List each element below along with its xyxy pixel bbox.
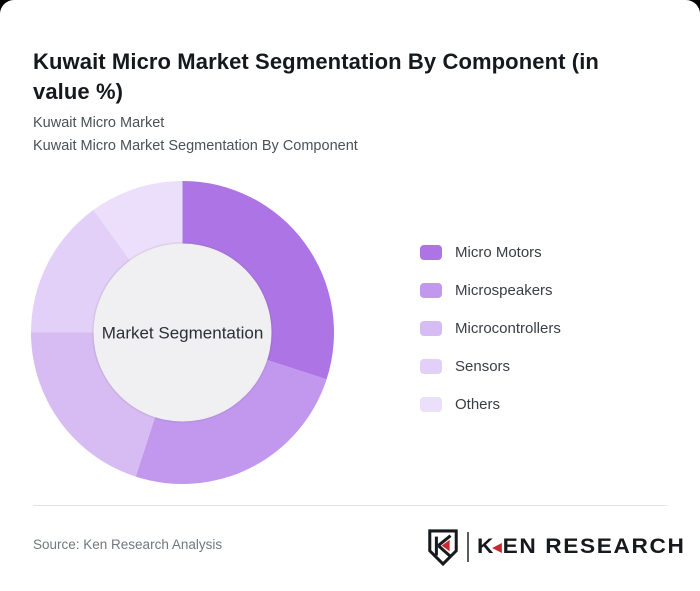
donut-chart-area: Market Segmentation bbox=[30, 180, 335, 485]
ken-research-shield-icon bbox=[428, 529, 458, 567]
legend-swatch bbox=[420, 321, 442, 336]
legend-label: Microcontrollers bbox=[455, 320, 561, 337]
donut-chart: Market Segmentation bbox=[31, 181, 334, 484]
logo-wordmark-k: K bbox=[476, 535, 495, 558]
logo-divider-bar bbox=[466, 532, 469, 562]
legend-item-micro-motors[interactable]: Micro Motors bbox=[420, 244, 561, 261]
legend-label: Microspeakers bbox=[455, 282, 553, 299]
legend-label: Micro Motors bbox=[455, 244, 542, 261]
ken-research-logo: K EN RESEARCH bbox=[426, 527, 684, 567]
legend-item-microcontrollers[interactable]: Microcontrollers bbox=[420, 320, 561, 337]
legend-item-microspeakers[interactable]: Microspeakers bbox=[420, 282, 561, 299]
legend-item-others[interactable]: Others bbox=[420, 396, 561, 413]
chart-subtitle-line1: Kuwait Micro Market bbox=[33, 115, 165, 131]
chart-subtitle-line2: Kuwait Micro Market Segmentation By Comp… bbox=[33, 137, 358, 154]
footer-divider bbox=[33, 505, 667, 506]
legend-swatch bbox=[420, 359, 442, 374]
logo-wordmark-rest: EN RESEARCH bbox=[502, 535, 686, 558]
legend: Micro Motors Microspeakers Microcontroller… bbox=[420, 244, 561, 435]
legend-label: Sensors bbox=[455, 358, 511, 375]
legend-swatch bbox=[420, 397, 442, 412]
source-text: Source: Ken Research Analysis bbox=[33, 537, 223, 552]
legend-swatch bbox=[420, 283, 442, 298]
red-triangle-icon bbox=[491, 543, 502, 553]
chart-subtitle: Kuwait Micro Market Kuwait Micro Market … bbox=[33, 112, 358, 157]
legend-label: Others bbox=[455, 396, 501, 413]
logo-wordmark: K EN RESEARCH bbox=[477, 535, 685, 559]
donut-hole bbox=[93, 243, 272, 422]
legend-item-sensors[interactable]: Sensors bbox=[420, 358, 561, 375]
legend-swatch bbox=[420, 245, 442, 260]
donut-center-label: Market Segmentation bbox=[102, 324, 264, 343]
chart-title: Kuwait Micro Market Segmentation By Comp… bbox=[33, 48, 599, 104]
